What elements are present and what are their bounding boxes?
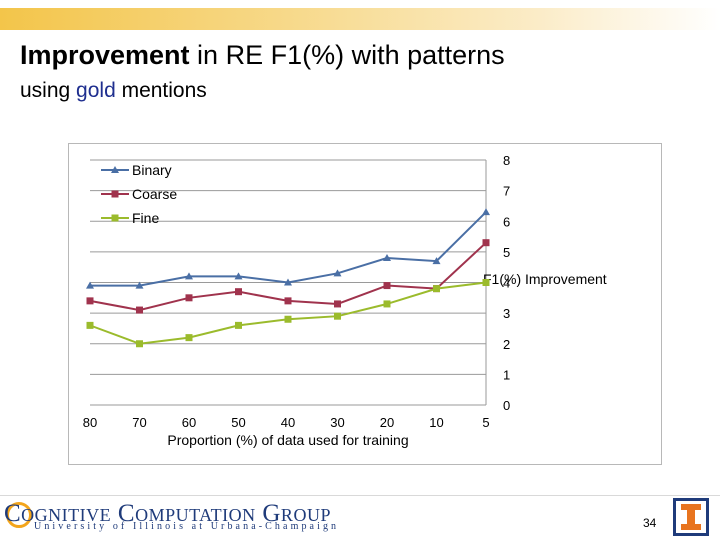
legend-marker <box>111 214 119 222</box>
logo-ring-icon <box>6 502 32 528</box>
x-tick-label: 70 <box>132 415 146 430</box>
legend-marker <box>111 190 119 198</box>
data-point-coarse <box>284 297 292 305</box>
y-tick-label: 2 <box>503 337 510 352</box>
y-tick-label: 5 <box>503 245 510 260</box>
data-point-coarse <box>235 288 242 296</box>
y-tick-label: 1 <box>503 367 510 382</box>
title-rest: in RE F1(%) with patterns <box>189 40 505 70</box>
data-point-coarse <box>136 306 143 314</box>
x-tick-label: 60 <box>182 415 196 430</box>
data-point-fine <box>136 340 143 348</box>
data-point-coarse <box>482 239 490 247</box>
x-tick-label: 20 <box>380 415 394 430</box>
group-logo: Cognitive Computation Group University o… <box>4 500 344 536</box>
data-point-binary <box>86 281 94 289</box>
data-point-binary <box>383 254 391 261</box>
data-point-binary <box>185 272 193 280</box>
page-number: 34 <box>643 516 657 530</box>
data-point-binary <box>482 208 490 216</box>
data-point-fine <box>433 285 440 293</box>
logo-main-text: Cognitive Computation Group <box>4 500 331 527</box>
data-point-fine <box>284 315 292 323</box>
chart-frame: 0 1 2 3 4 5 6 7 8 80 70 60 50 40 30 20 10 5 Proportion (%)… <box>68 143 662 465</box>
data-point-binary <box>284 278 292 286</box>
x-tick-label: 30 <box>330 415 344 430</box>
data-point-fine <box>383 300 391 308</box>
legend-label: Binary <box>132 162 172 178</box>
legend-label: Fine <box>132 210 159 226</box>
data-point-fine <box>334 312 341 320</box>
y-tick-label: 4 <box>503 276 510 291</box>
subtitle-pre: using <box>20 79 77 102</box>
data-point-binary <box>432 257 441 265</box>
data-point-coarse <box>86 297 94 305</box>
footer-divider <box>0 495 720 496</box>
logo-sub-text: University of Illinois at Urbana-Champai… <box>34 521 340 532</box>
y-tick-label: 0 <box>503 398 510 413</box>
data-point-fine <box>235 321 242 329</box>
university-i-icon <box>673 498 709 536</box>
data-point-fine <box>86 321 94 329</box>
legend-marker <box>111 166 119 173</box>
y-tick-label: 8 <box>503 153 510 168</box>
header-bar <box>0 8 720 30</box>
y-tick-label: 7 <box>503 184 510 199</box>
line-chart: 0 1 2 3 4 5 6 7 8 80 70 60 50 40 30 20 10 5 Proportion (%)… <box>83 153 607 448</box>
data-point-fine <box>185 334 193 342</box>
data-point-binary <box>135 281 144 289</box>
data-point-coarse <box>334 300 341 308</box>
x-tick-label: 40 <box>281 415 295 430</box>
y-tick-label: 3 <box>503 306 510 321</box>
data-point-binary <box>333 269 342 277</box>
x-axis-label: Proportion (%) of data used for training <box>167 432 408 448</box>
x-tick-label: 50 <box>231 415 245 430</box>
legend-label: Coarse <box>132 186 177 202</box>
x-tick-label: 10 <box>429 415 443 430</box>
slide-subtitle: using gold mentions <box>20 79 207 103</box>
x-tick-label: 80 <box>83 415 97 430</box>
x-tick-label: 5 <box>482 415 489 430</box>
data-point-fine <box>482 279 490 286</box>
slide-title: Improvement in RE F1(%) with patterns <box>20 40 505 71</box>
data-point-binary <box>234 272 243 280</box>
data-point-coarse <box>185 294 193 302</box>
subtitle-post: mentions <box>115 79 207 102</box>
subtitle-accent: gold <box>76 79 116 102</box>
y-tick-label: 6 <box>503 214 510 229</box>
title-bold: Improvement <box>20 40 190 70</box>
data-point-coarse <box>383 282 391 290</box>
y-axis-label: F1(%) Improvement <box>483 271 607 287</box>
